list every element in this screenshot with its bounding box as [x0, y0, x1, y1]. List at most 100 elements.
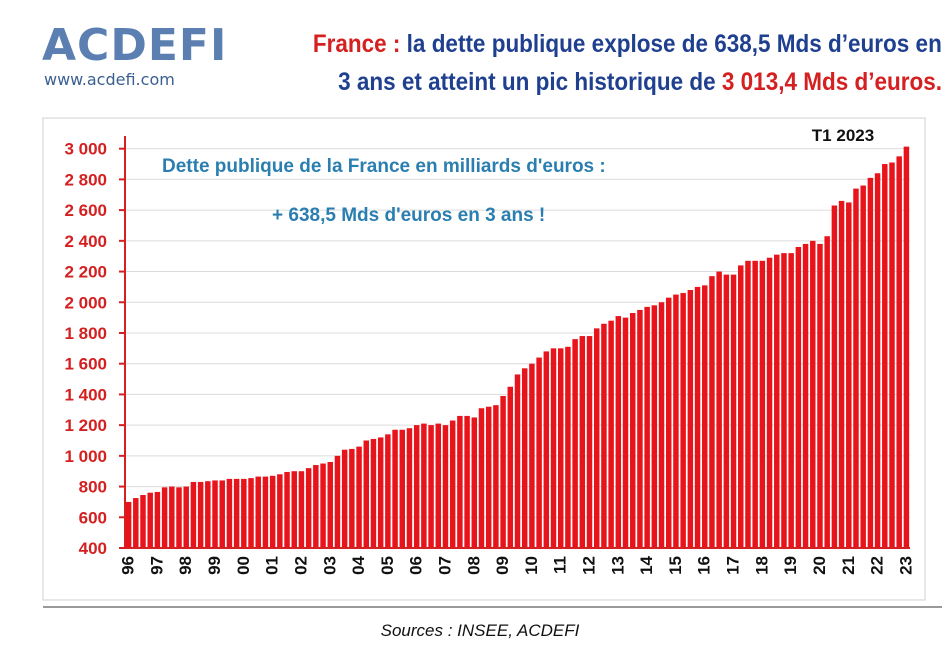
bar [241, 478, 247, 548]
bar [435, 423, 442, 548]
bar [464, 415, 470, 548]
bar [745, 260, 751, 548]
bar [133, 498, 139, 548]
bar [226, 478, 233, 548]
bar [593, 328, 600, 548]
bar [903, 146, 910, 548]
bar [442, 425, 449, 548]
bar [723, 274, 730, 548]
bar [320, 463, 326, 548]
bar [601, 323, 607, 548]
bar [644, 306, 650, 548]
y-tick-label: 1 200 [64, 416, 107, 435]
x-tick-label: 21 [839, 556, 858, 575]
y-tick-label: 2 600 [64, 201, 107, 220]
y-tick-label: 600 [79, 508, 107, 527]
bar [233, 478, 240, 548]
bar [860, 185, 866, 549]
bar [709, 276, 715, 548]
bar [413, 425, 420, 548]
bar [565, 346, 571, 548]
bar [774, 254, 780, 548]
bar [140, 495, 146, 548]
title-segment: la dette publique explose de 638,5 Mds d… [400, 30, 942, 58]
bar [896, 156, 902, 548]
bar [572, 339, 578, 548]
x-tick-label: 11 [551, 556, 570, 574]
bar [478, 408, 485, 548]
bar [702, 285, 708, 548]
y-tick-label: 3 000 [64, 140, 107, 159]
title-segment: 3 ans et atteint un pic historique de [338, 68, 722, 96]
bar [305, 468, 312, 548]
bar [687, 289, 694, 548]
bar [867, 177, 874, 548]
bar [356, 446, 362, 548]
bar [457, 415, 463, 548]
bar [154, 491, 161, 548]
y-tick-label: 400 [79, 539, 107, 558]
bar [212, 480, 218, 548]
bar [334, 455, 341, 548]
bar [277, 474, 283, 548]
bar [629, 313, 636, 548]
bar [147, 492, 153, 548]
x-tick-label: 14 [637, 555, 656, 574]
y-tick-label: 2 000 [64, 293, 107, 312]
x-tick-label: 01 [263, 556, 282, 575]
x-tick-label: 17 [724, 556, 743, 575]
x-tick-label: 05 [378, 556, 397, 575]
bar [449, 420, 456, 548]
bar [370, 438, 377, 548]
title-segment: 3 013,4 Mds d’euros. [721, 68, 942, 96]
x-tick-label: 19 [781, 556, 800, 575]
bar [406, 428, 413, 548]
x-tick-label: 02 [291, 556, 310, 575]
y-tick-label: 800 [79, 478, 107, 497]
y-tick-label: 2 200 [64, 263, 107, 282]
bar [176, 487, 182, 548]
bar [500, 395, 506, 548]
bar [579, 336, 586, 548]
x-tick-label: 00 [234, 556, 253, 575]
bar [485, 406, 492, 548]
x-tick-label: 13 [608, 556, 627, 575]
bar [831, 205, 838, 548]
x-tick-label: 07 [435, 556, 454, 575]
x-tick-label: 97 [147, 556, 166, 575]
bar [889, 162, 895, 548]
bar [377, 437, 384, 548]
x-tick-label: 04 [349, 555, 368, 574]
bar [529, 363, 535, 548]
bar [795, 246, 802, 549]
bar [262, 476, 269, 548]
bar [471, 417, 478, 548]
bar [730, 274, 737, 548]
bar [651, 305, 658, 548]
bar [666, 297, 672, 548]
y-tick-label: 1 400 [64, 385, 107, 404]
logo: ACDEFI [42, 20, 228, 71]
bar [802, 243, 809, 548]
x-tick-label: 16 [695, 556, 714, 575]
bar [882, 164, 888, 549]
y-tick-label: 1 600 [64, 355, 107, 374]
bar [125, 501, 132, 548]
bar [363, 440, 369, 548]
bar [759, 260, 766, 548]
bar [846, 202, 852, 548]
bar [608, 320, 614, 548]
bar [349, 448, 355, 548]
bar [169, 486, 175, 548]
bar [399, 429, 406, 548]
bar [521, 368, 528, 548]
y-tick-label: 2 800 [64, 170, 107, 189]
bar [507, 386, 514, 548]
bar [543, 351, 550, 548]
bar [190, 481, 197, 548]
bar [550, 348, 557, 548]
bar [752, 260, 758, 548]
bar [838, 200, 845, 548]
annotation: + 638,5 Mds d'euros en 3 ans ! [272, 205, 545, 226]
